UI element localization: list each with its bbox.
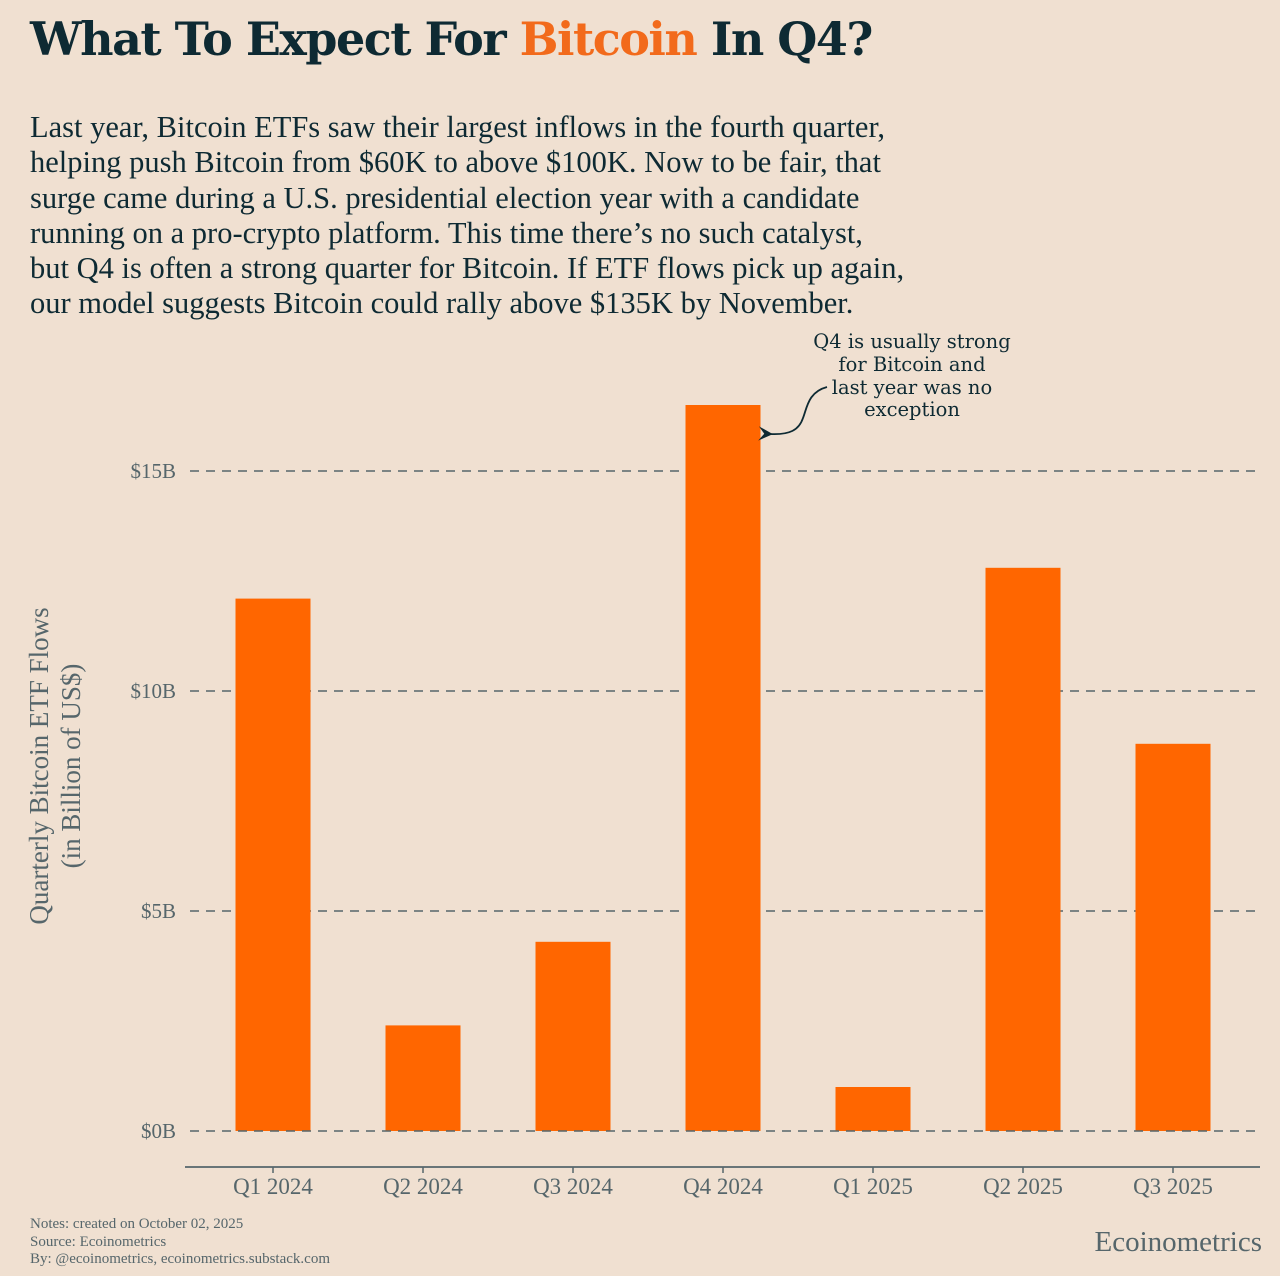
x-tick-label: Q4 2024 bbox=[683, 1174, 763, 1199]
y-tick-labels: $0B $5B $10B $15B bbox=[130, 459, 176, 1143]
subtitle-line: our model suggests Bitcoin could rally a… bbox=[30, 286, 854, 321]
y-tick-label: $10B bbox=[130, 679, 176, 703]
y-axis-label-line-2: (in Billion of US$) bbox=[56, 664, 86, 869]
subtitle-line: but Q4 is often a strong quarter for Bit… bbox=[30, 251, 905, 286]
x-axis: Q1 2024 Q2 2024 Q3 2024 Q4 2024 Q1 2025 Q2 20… bbox=[185, 1166, 1260, 1199]
annotation-line: for Bitcoin and bbox=[838, 353, 985, 376]
y-axis-label: Quarterly Bitcoin ETF Flows (in Billion … bbox=[24, 607, 86, 924]
annotation-line: last year was no bbox=[832, 376, 992, 399]
footer-note-created: Notes: created on October 02, 2025 bbox=[30, 1216, 244, 1232]
x-tick-label: Q1 2025 bbox=[833, 1174, 913, 1199]
title-accent-bitcoin: Bitcoin bbox=[519, 12, 698, 66]
x-tick-label: Q1 2024 bbox=[233, 1174, 313, 1199]
footer-notes: Notes: created on October 02, 2025 Sourc… bbox=[30, 1216, 330, 1269]
bar-q3-2025 bbox=[1135, 743, 1211, 1131]
x-tick-label: Q2 2024 bbox=[383, 1174, 463, 1199]
annotation-arrow bbox=[758, 386, 828, 441]
subtitle-line: Last year, Bitcoin ETFs saw their larges… bbox=[30, 110, 886, 144]
bars bbox=[235, 405, 1211, 1131]
title-part-1: What To Expect For bbox=[30, 12, 520, 66]
annotation-line: exception bbox=[864, 398, 960, 421]
y-tick-label: $0B bbox=[141, 1119, 176, 1143]
chart-title: What To Expect For Bitcoin In Q4? bbox=[30, 12, 874, 66]
bar-q1-2025 bbox=[835, 1087, 911, 1131]
x-tick-label: Q3 2025 bbox=[1133, 1174, 1213, 1199]
title-part-2: In Q4? bbox=[696, 12, 874, 66]
subtitle-line: surge came during a U.S. presidential el… bbox=[30, 180, 860, 215]
footer-note-source: Source: Ecoinometrics bbox=[30, 1233, 167, 1250]
y-tick-label: $15B bbox=[130, 459, 176, 483]
y-tick-label: $5B bbox=[141, 899, 176, 923]
bar-q2-2024 bbox=[385, 1025, 461, 1131]
brand-logo-text: Ecoinometrics bbox=[1094, 1226, 1262, 1258]
annotation-line: Q4 is usually strong bbox=[813, 330, 1010, 353]
footer-note-by: By: @ecoinometrics, ecoinometrics.substa… bbox=[30, 1251, 330, 1267]
subtitle-line: helping push Bitcoin from $60K to above … bbox=[30, 145, 881, 180]
y-axis-label-line-1: Quarterly Bitcoin ETF Flows bbox=[24, 607, 54, 924]
subtitle-line: running on a pro-crypto platform. This t… bbox=[30, 215, 863, 250]
x-tick-label: Q3 2024 bbox=[533, 1174, 613, 1199]
bar-q4-2024 bbox=[685, 405, 761, 1131]
annotation: Q4 is usually strong for Bitcoin and las… bbox=[758, 330, 1011, 441]
bar-q3-2024 bbox=[535, 941, 611, 1131]
x-tick-label: Q2 2025 bbox=[983, 1174, 1063, 1199]
bar-q2-2025 bbox=[985, 567, 1061, 1131]
bar-q1-2024 bbox=[235, 598, 311, 1131]
chart-subtitle: Last year, Bitcoin ETFs saw their larges… bbox=[30, 110, 1040, 322]
